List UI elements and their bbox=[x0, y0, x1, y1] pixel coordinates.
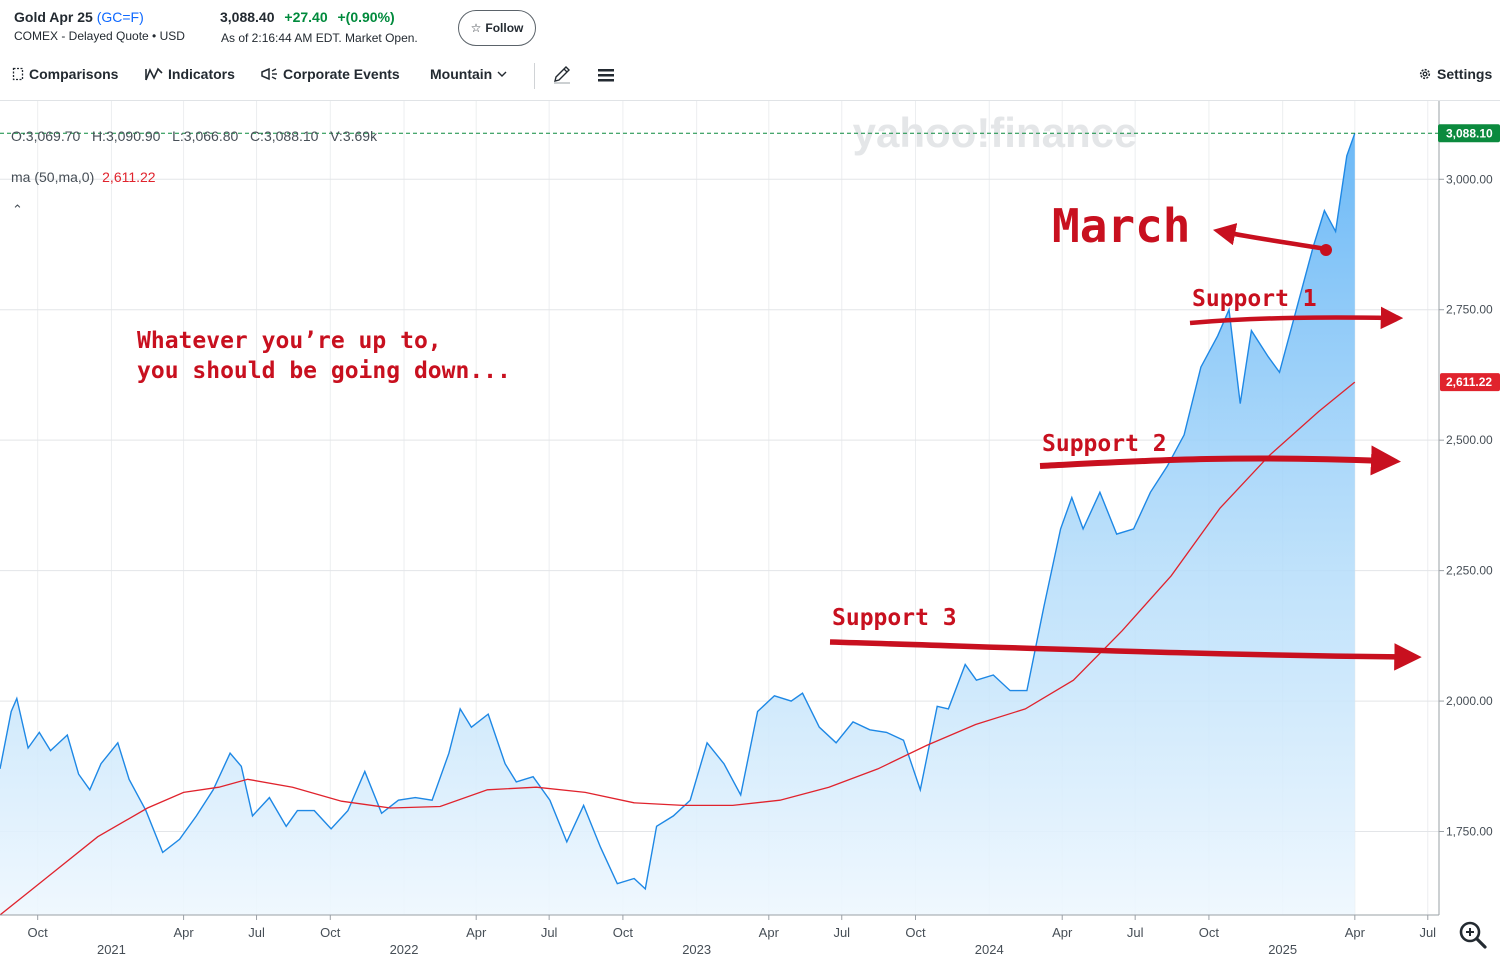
chevron-down-icon bbox=[497, 71, 507, 77]
toolbar-divider bbox=[534, 63, 535, 89]
last-price-badge: 3,088.10 bbox=[1438, 124, 1500, 143]
exchange-info: COMEX - Delayed Quote • USD bbox=[14, 29, 185, 43]
x-year-label: 2021 bbox=[97, 942, 126, 957]
x-tick-label: Oct bbox=[320, 925, 341, 940]
support-1-arrow bbox=[1189, 306, 1404, 330]
chart-type-label: Mountain bbox=[430, 66, 493, 82]
gear-icon bbox=[1419, 68, 1431, 80]
indicators-button[interactable]: Indicators bbox=[145, 66, 235, 82]
x-year-label: 2022 bbox=[390, 942, 419, 957]
compare-icon bbox=[12, 67, 24, 81]
price-area-fill bbox=[0, 133, 1355, 916]
x-tick-label: Jul bbox=[833, 925, 850, 940]
x-tick-label: Oct bbox=[613, 925, 634, 940]
moving-average-line bbox=[0, 381, 1356, 916]
ma-legend[interactable]: ma (50,ma,0) 2,611.22 bbox=[11, 169, 156, 185]
support-2-label: Support 2 bbox=[1042, 431, 1167, 457]
zoom-icon[interactable] bbox=[1458, 920, 1488, 950]
support-1-label: Support 1 bbox=[1192, 286, 1317, 312]
annotations: March Whatever you’re up to, you should … bbox=[137, 199, 1422, 671]
collapse-legend-icon[interactable]: ⌃ bbox=[12, 202, 23, 217]
menu-button[interactable] bbox=[597, 66, 615, 84]
pencil-icon bbox=[554, 66, 570, 84]
chart-type-dropdown[interactable]: Mountain bbox=[430, 66, 507, 82]
follow-button[interactable]: ☆ Follow bbox=[458, 10, 536, 46]
y-axis: 1,750.00 2,000.00 2,250.00 2,500.00 2,750.00… bbox=[1439, 172, 1493, 839]
march-arrow bbox=[1212, 223, 1327, 252]
x-tick-label: Apr bbox=[1052, 925, 1073, 940]
price-change: +27.40 bbox=[284, 9, 328, 25]
price-block: 3,088.40 +27.40 +(0.90%) bbox=[220, 9, 395, 25]
ohlc-readout: O:3,069.70 H:3,090.90 L:3,066.80 C:3,088… bbox=[11, 128, 378, 144]
corporate-events-button[interactable]: Corporate Events bbox=[260, 66, 400, 82]
x-tick-label: Jul bbox=[541, 925, 558, 940]
comparisons-label: Comparisons bbox=[29, 66, 119, 82]
draw-button[interactable] bbox=[552, 64, 572, 84]
x-tick-label: Jul bbox=[1419, 925, 1436, 940]
indicators-label: Indicators bbox=[168, 66, 235, 82]
x-year-label: 2023 bbox=[682, 942, 711, 957]
ma-price-badge: 2,611.22 bbox=[1440, 373, 1500, 392]
x-year-label: 2024 bbox=[975, 942, 1004, 957]
x-tick-label: Oct bbox=[1199, 925, 1220, 940]
y-tick-label: 2,000.00 bbox=[1446, 694, 1493, 708]
y-tick-label: 3,000.00 bbox=[1446, 172, 1493, 186]
instrument-title: Gold Apr 25 (GC=F) bbox=[14, 9, 144, 25]
chart-toolbar: Comparisons Indicators Corporate Events … bbox=[0, 58, 1500, 94]
x-tick-label: Apr bbox=[1345, 925, 1366, 940]
corporate-events-label: Corporate Events bbox=[283, 66, 400, 82]
settings-label: Settings bbox=[1437, 66, 1493, 82]
x-year-label: 2025 bbox=[1268, 942, 1297, 957]
yahoo-finance-watermark: yahoo!finance bbox=[853, 109, 1138, 156]
settings-button[interactable]: Settings bbox=[1418, 66, 1492, 82]
ma-legend-label: ma (50,ma,0) bbox=[11, 169, 95, 185]
indicators-icon bbox=[145, 67, 163, 81]
last-price: 3,088.40 bbox=[220, 9, 275, 25]
x-tick-label: Oct bbox=[905, 925, 926, 940]
x-tick-label: Apr bbox=[759, 925, 780, 940]
x-axis: Oct Apr Jul Oct Apr Jul Oct Apr Jul Oct Apr Jul Oct A… bbox=[28, 915, 1436, 957]
comparisons-button[interactable]: Comparisons bbox=[12, 66, 118, 82]
x-tick-label: Apr bbox=[173, 925, 194, 940]
x-tick-label: Jul bbox=[1127, 925, 1144, 940]
x-tick-label: Apr bbox=[466, 925, 487, 940]
ma-legend-value: 2,611.22 bbox=[102, 169, 156, 185]
follow-label: Follow bbox=[485, 21, 524, 35]
price-chart[interactable]: yahoo!finance 1,750.00 2,000.00 2,250.00 2,… bbox=[0, 101, 1500, 961]
menu-icon bbox=[598, 69, 614, 82]
last-price-label: 3,088.10 bbox=[1446, 126, 1493, 140]
y-tick-label: 2,500.00 bbox=[1446, 433, 1493, 447]
caption-line-1: Whatever you’re up to, bbox=[137, 328, 442, 354]
march-annotation: March bbox=[1052, 199, 1190, 253]
support-3-label: Support 3 bbox=[832, 605, 957, 631]
march-arrow-dot bbox=[1320, 244, 1332, 256]
megaphone-icon bbox=[261, 67, 277, 81]
instrument-name: Gold Apr 25 bbox=[14, 9, 93, 25]
caption-line-2: you should be going down... bbox=[137, 358, 511, 384]
ma-price-label: 2,611.22 bbox=[1446, 375, 1492, 389]
chart-top-border bbox=[0, 100, 1500, 101]
x-tick-label: Jul bbox=[248, 925, 265, 940]
y-tick-label: 2,750.00 bbox=[1446, 303, 1493, 317]
price-line bbox=[0, 133, 1356, 891]
as-of-time: As of 2:16:44 AM EDT. Market Open. bbox=[221, 31, 418, 45]
x-tick-label: Oct bbox=[28, 925, 49, 940]
price-change-pct: +(0.90%) bbox=[337, 9, 395, 25]
ticker-link[interactable]: (GC=F) bbox=[96, 9, 144, 25]
y-tick-label: 1,750.00 bbox=[1446, 825, 1493, 839]
quote-header: Gold Apr 25 (GC=F) COMEX - Delayed Quote… bbox=[0, 0, 1500, 56]
support-2-arrow bbox=[1039, 445, 1401, 476]
support-3-arrow bbox=[829, 639, 1422, 671]
star-outline-icon: ☆ bbox=[470, 21, 482, 35]
y-tick-label: 2,250.00 bbox=[1446, 564, 1493, 578]
